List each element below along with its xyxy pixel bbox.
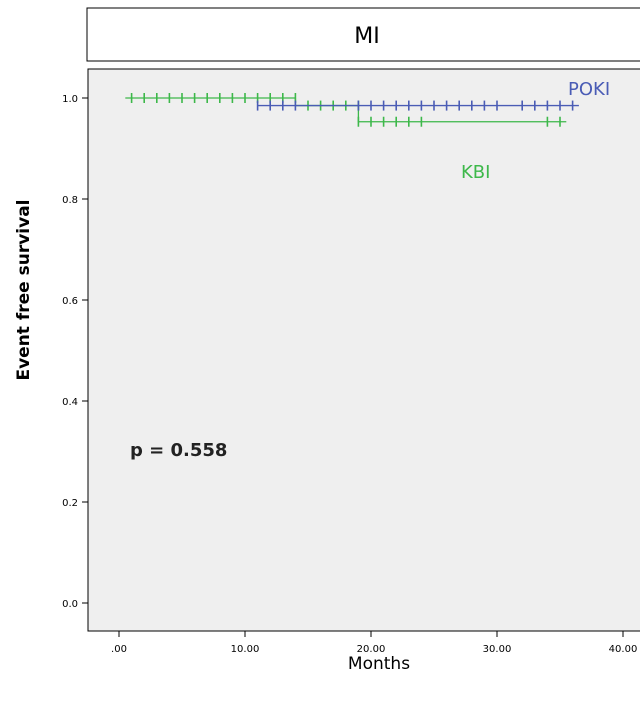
y-tick-label: 1.0 (62, 94, 78, 105)
chart-title: MI (354, 24, 379, 49)
x-tick-label: 10.00 (231, 644, 260, 655)
y-tick-label: 0.6 (62, 296, 78, 307)
y-axis-label: Event free survival (14, 199, 34, 380)
x-tick-label: 30.00 (483, 644, 512, 655)
series-label-poki: POKI (568, 79, 610, 100)
x-tick-label: .00 (111, 644, 127, 655)
title-strip (86, 7, 640, 62)
y-tick-label: 0.2 (62, 498, 78, 509)
x-axis-label: Months (348, 654, 410, 674)
p-value-annotation: p = 0.558 (130, 440, 227, 461)
x-tick-label: 20.00 (357, 644, 386, 655)
y-tick-label: 0.8 (62, 195, 78, 206)
y-tick-label: 0.0 (62, 599, 78, 610)
x-tick-label: 40.00 (609, 644, 638, 655)
axes: .00 10.00 20.00 30.00 40.00 0.0 0.2 0.4 0.6 0.8 1.… (62, 94, 637, 655)
series-label-kbi: KBI (461, 162, 490, 183)
y-tick-label: 0.4 (62, 397, 78, 408)
plot-area (87, 68, 640, 632)
series-layer (125, 93, 579, 127)
